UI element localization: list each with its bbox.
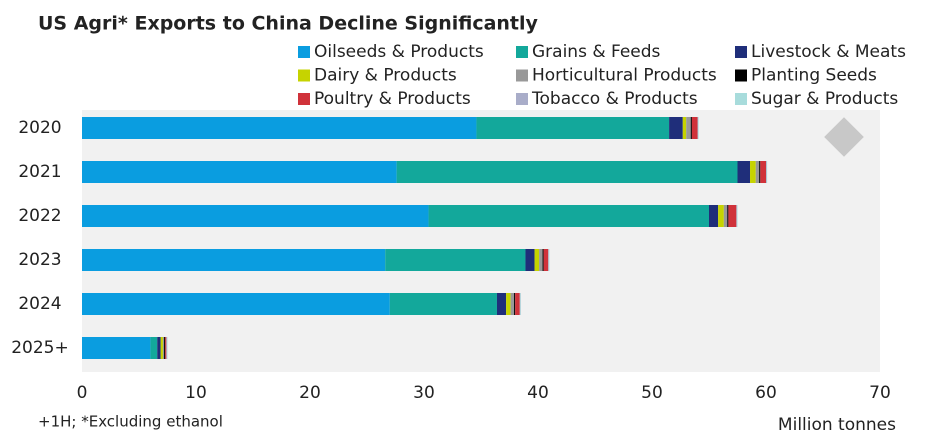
bar-segment (548, 249, 550, 271)
bar-segment (166, 337, 167, 359)
bar-segment (690, 117, 692, 139)
bar-segment (718, 205, 724, 227)
bar-segment (428, 205, 709, 227)
bar-segment (162, 337, 165, 359)
bar-segment (539, 249, 543, 271)
bar-segment (165, 337, 167, 359)
legend-label: Dairy & Products (314, 66, 457, 86)
bar-segment (82, 337, 151, 359)
bar-segment (82, 293, 390, 315)
bar-segment (760, 161, 766, 183)
logo (824, 117, 864, 157)
bar-segment (82, 249, 386, 271)
x-tick-label: 10 (185, 383, 207, 403)
bar-segment (82, 161, 397, 183)
legend-swatch (516, 69, 528, 82)
bar-segment (548, 249, 549, 271)
legend-label: Tobacco & Products (531, 89, 698, 109)
bar-segment (150, 337, 158, 359)
logo-diamond (824, 117, 864, 157)
legend-swatch (735, 46, 747, 58)
bar-segment (736, 205, 738, 227)
bar-segment (164, 337, 166, 359)
bar-segment (519, 293, 521, 315)
legend-swatch (298, 46, 310, 58)
legend-swatch (516, 46, 528, 58)
x-tick-label: 40 (527, 383, 549, 403)
bar-segment (160, 337, 163, 359)
bar-segment (385, 249, 526, 271)
x-axis-label: Million tonnes (778, 415, 896, 435)
bar-segment (697, 117, 699, 139)
footnote: +1H; *Excluding ethanol (38, 413, 223, 431)
bar-segment (766, 161, 767, 183)
bar-segment (520, 293, 521, 315)
bar-segment (514, 293, 516, 315)
bar-segment (542, 249, 544, 271)
y-tick-label: 2021 (18, 162, 61, 182)
x-tick-label: 60 (755, 383, 777, 403)
bar-segment (737, 161, 751, 183)
bar-segment (709, 205, 719, 227)
bar-segment (686, 117, 691, 139)
bar-segment (543, 249, 549, 271)
bar-segment (759, 161, 761, 183)
bar-segment (728, 205, 737, 227)
bar-segment (506, 293, 511, 315)
plot-area (82, 110, 880, 372)
bar-segment (82, 117, 477, 139)
bar-segment (476, 117, 670, 139)
legend-swatch (516, 93, 528, 105)
legend-label: Oilseeds & Products (314, 42, 484, 62)
legend-swatch (735, 93, 747, 105)
chart-title: US Agri* Exports to China Decline Signif… (38, 13, 539, 35)
bar-segment (82, 205, 429, 227)
x-tick-label: 0 (77, 383, 88, 403)
legend-label: Planting Seeds (751, 66, 877, 86)
y-tick-label: 2022 (18, 206, 61, 226)
bar-segment (525, 249, 535, 271)
y-tick-label: 2025+ (11, 338, 69, 358)
bar-segment (766, 161, 768, 183)
bar-segment (736, 205, 737, 227)
bar-segment (682, 117, 687, 139)
legend-label: Sugar & Products (751, 89, 898, 109)
x-tick-label: 20 (299, 383, 321, 403)
bar-segment (389, 293, 497, 315)
bar-segment (691, 117, 698, 139)
y-tick-label: 2020 (18, 118, 61, 138)
bar-segment (750, 161, 756, 183)
bar-segment (534, 249, 540, 271)
y-tick-label: 2024 (18, 294, 61, 314)
bar-segment (698, 117, 699, 139)
x-tick-label: 50 (641, 383, 663, 403)
legend-label: Horticultural Products (532, 66, 717, 86)
bar-segment (723, 205, 728, 227)
bar-segment (510, 293, 515, 315)
bar-segment (515, 293, 520, 315)
bar-segment (755, 161, 760, 183)
legend-swatch (298, 69, 310, 82)
x-tick-label: 70 (869, 383, 891, 403)
legend-label: Grains & Feeds (532, 42, 661, 62)
bar-segment (496, 293, 507, 315)
legend-label: Poultry & Products (314, 89, 471, 109)
bar-segment (727, 205, 729, 227)
bar-segment (396, 161, 738, 183)
bar-segment (157, 337, 161, 359)
legend-swatch (735, 69, 747, 82)
y-tick-label: 2023 (18, 250, 61, 270)
bar-segment (669, 117, 683, 139)
bar-segment (166, 337, 168, 359)
x-tick-label: 30 (413, 383, 435, 403)
legend-swatch (298, 93, 310, 105)
legend-label: Livestock & Meats (751, 42, 906, 62)
